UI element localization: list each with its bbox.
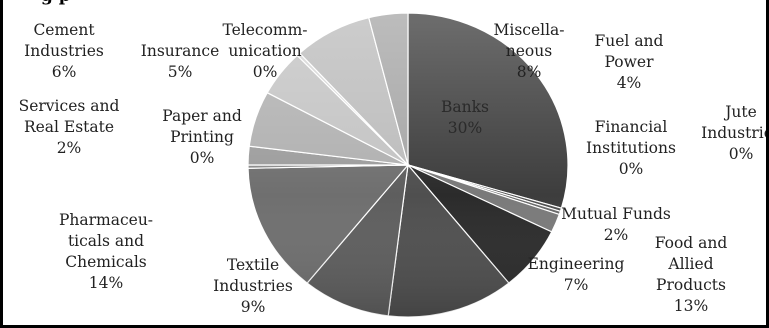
slice-label-line: Textile	[226, 256, 280, 274]
slice-label-line: Printing	[170, 128, 234, 146]
slice-label-mutual-funds: Mutual Funds 2%	[561, 204, 671, 246]
slice-percent: 4%	[616, 74, 642, 92]
chart-title-partial: g p	[3, 0, 766, 8]
slice-label-line: Pharmaceu-	[58, 211, 154, 229]
slice-percent: 8%	[516, 63, 542, 81]
slice-label-line: Miscella-	[493, 21, 565, 39]
slice-label-line: Financial	[594, 118, 668, 136]
slice-percent: 30%	[447, 119, 483, 137]
slice-label-line: Industries	[24, 42, 104, 60]
slice-label-telecommunication: Telecomm-unication 0%	[222, 20, 307, 83]
slice-percent: 2%	[603, 226, 629, 244]
slice-label-line: Power	[604, 53, 654, 71]
slice-label-line: neous	[505, 42, 553, 60]
slice-percent: 7%	[563, 276, 589, 294]
slice-label-pharmaceuticals-and-chemicals: Pharmaceu-ticals and Chemicals 14%	[59, 210, 153, 294]
slice-label-services-and-real-estate: Services and Real Estate 2%	[19, 96, 120, 159]
slice-label-line: Food and	[654, 234, 728, 252]
slice-label-line: Telecomm-	[222, 21, 308, 39]
slice-percent: 2%	[56, 139, 82, 157]
slice-label-line: Jute	[725, 103, 757, 121]
slice-label-line: Allied	[668, 255, 714, 273]
slice-label-line: Mutual Funds	[561, 205, 671, 223]
slice-label-textile-industries: Textile Industries 9%	[213, 255, 293, 318]
slice-label-line: Banks	[441, 98, 489, 116]
slice-label-jute-industries: Jute Industries 0%	[701, 102, 766, 165]
slice-label-line: Insurance	[140, 42, 220, 60]
slice-label-banks: Banks 30%	[441, 97, 489, 139]
slice-label-line: Institutions	[586, 139, 676, 157]
slice-percent: 6%	[51, 63, 77, 81]
slice-label-miscellaneous: Miscella-neous 8%	[493, 20, 564, 83]
slice-percent: 0%	[728, 145, 754, 163]
slice-percent: 0%	[618, 160, 644, 178]
slice-label-line: Real Estate	[23, 118, 115, 136]
slice-label-insurance: Insurance 5%	[141, 41, 220, 83]
slice-label-line: Products	[656, 276, 726, 294]
slice-percent: 9%	[240, 298, 266, 316]
slice-label-line: Services and	[18, 97, 120, 115]
slice-label-line: Chemicals	[65, 253, 147, 271]
slice-label-line: Paper and	[162, 107, 242, 125]
slice-label-paper-and-printing: Paper and Printing 0%	[162, 106, 242, 169]
slice-label-line: Engineering	[527, 255, 625, 273]
slice-percent: 0%	[252, 63, 278, 81]
slice-label-line: unication	[228, 42, 302, 60]
slice-label-fuel-and-power: Fuel and Power 4%	[595, 31, 664, 94]
slice-percent: 13%	[673, 297, 709, 315]
slice-label-line: ticals and	[67, 232, 145, 250]
slice-percent: 14%	[88, 274, 124, 292]
slice-label-line: Industries	[701, 124, 766, 142]
slice-percent: 0%	[189, 149, 215, 167]
slice-label-line: Cement	[33, 21, 95, 39]
slice-label-line: Industries	[213, 277, 293, 295]
slice-label-cement-industries: Cement Industries 6%	[24, 20, 104, 83]
slice-label-food-and-allied-products: Food and Allied Products 13%	[655, 233, 728, 317]
slice-label-line: Fuel and	[594, 32, 664, 50]
slice-percent: 5%	[167, 63, 193, 81]
slice-label-engineering: Engineering 7%	[528, 254, 625, 296]
slice-label-financial-institutions: Financial Institutions 0%	[586, 117, 676, 180]
